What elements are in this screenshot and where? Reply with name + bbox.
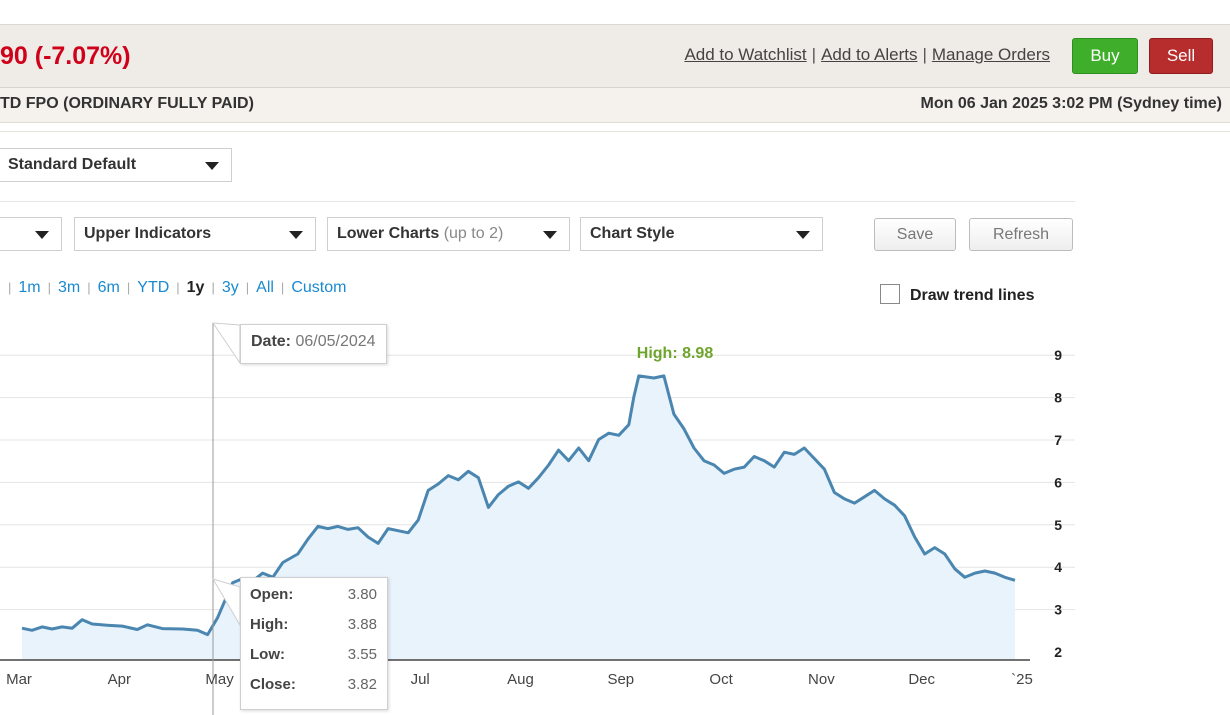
ohlc-label: High: xyxy=(250,616,289,633)
y-tick-label: 9 xyxy=(1054,347,1062,363)
buy-button[interactable]: Buy xyxy=(1072,38,1138,74)
x-tick-label: Jul xyxy=(411,671,430,688)
range-separator: | xyxy=(8,280,12,295)
range-1m[interactable]: 1m xyxy=(18,279,41,296)
range-custom[interactable]: Custom xyxy=(291,279,347,296)
link-separator: | xyxy=(811,45,817,64)
range-1y[interactable]: 1y xyxy=(186,279,205,296)
ohlc-row-high: High: 3.88 xyxy=(250,616,377,646)
date-value: 06/05/2024 xyxy=(295,333,376,350)
x-tick-label: Aug xyxy=(507,671,534,688)
y-tick-label: 3 xyxy=(1054,602,1062,618)
x-tick-label: Oct xyxy=(709,671,733,688)
ohlc-label: Low: xyxy=(250,646,285,663)
layout-select[interactable]: Standard Default xyxy=(0,148,232,182)
add-to-alerts-link[interactable]: Add to Alerts xyxy=(821,45,918,64)
range-separator: | xyxy=(245,280,250,295)
layout-select-value: Standard Default xyxy=(8,156,137,173)
lower-charts-hint: (up to 2) xyxy=(443,225,504,242)
x-tick-label: `25 xyxy=(1011,671,1033,688)
range-selector: | 1m | 3m | 6m | YTD | 1y | 3y | All | Custom xyxy=(8,279,346,297)
divider xyxy=(0,201,1075,202)
range-separator: | xyxy=(280,280,285,295)
y-tick-label: 4 xyxy=(1054,559,1062,575)
chevron-down-icon xyxy=(35,231,49,239)
range-3m[interactable]: 3m xyxy=(58,279,81,296)
quote-header: 90 (-7.07%) Add to Watchlist | Add to Aler… xyxy=(0,24,1230,87)
security-name: TD FPO (ORDINARY FULLY PAID) xyxy=(0,95,254,112)
lower-charts-label: Lower Charts xyxy=(337,225,440,242)
quote-timestamp: Mon 06 Jan 2025 3:02 PM (Sydney time) xyxy=(920,95,1222,112)
upper-indicators-select[interactable]: Upper Indicators xyxy=(74,217,316,251)
sell-button[interactable]: Sell xyxy=(1149,38,1213,74)
ohlc-tooltip: Open: 3.80 High: 3.88 Low: 3.55 Close: 3.82 xyxy=(240,577,388,710)
range-separator: | xyxy=(176,280,180,295)
upper-indicators-label: Upper Indicators xyxy=(84,225,212,242)
y-tick-label: 5 xyxy=(1054,517,1062,533)
date-label: Date: xyxy=(251,333,292,350)
chevron-down-icon xyxy=(543,231,557,239)
ohlc-row-close: Close: 3.82 xyxy=(250,676,377,706)
chart-style-label: Chart Style xyxy=(590,225,675,242)
x-tick-label: Dec xyxy=(908,671,935,688)
range-separator: | xyxy=(211,280,215,295)
date-tooltip: Date: 06/05/2024 xyxy=(240,324,387,364)
range-all[interactable]: All xyxy=(256,279,274,296)
range-separator: | xyxy=(126,280,131,295)
ohlc-value: 3.80 xyxy=(347,586,377,603)
ohlc-label: Open: xyxy=(250,586,294,603)
y-axis-labels: 2 3 4 5 6 7 8 9 xyxy=(1054,347,1062,660)
y-tick-label: 6 xyxy=(1054,474,1062,490)
header-links: Add to Watchlist | Add to Alerts | Manage Or… xyxy=(684,45,1050,65)
chevron-down-icon xyxy=(289,231,303,239)
y-tick-label: 8 xyxy=(1054,390,1062,406)
range-separator: | xyxy=(87,280,91,295)
ohlc-value: 3.88 xyxy=(347,616,377,633)
draw-trend-lines-toggle[interactable]: Draw trend lines xyxy=(880,284,1034,305)
refresh-button[interactable]: Refresh xyxy=(969,218,1073,251)
tooltip-pointer xyxy=(212,322,241,365)
price-series-line xyxy=(21,374,1016,637)
link-separator: | xyxy=(922,45,927,64)
ohlc-row-open: Open: 3.80 xyxy=(250,586,377,616)
range-3y[interactable]: 3y xyxy=(221,279,239,296)
manage-orders-link[interactable]: Manage Orders xyxy=(931,45,1050,64)
price-area-fill xyxy=(22,375,1015,660)
chart-style-select[interactable]: Chart Style xyxy=(580,217,823,251)
ohlc-value: 3.82 xyxy=(347,676,377,693)
trend-lines-label: Draw trend lines xyxy=(910,287,1035,304)
x-tick-label: Apr xyxy=(108,671,131,688)
save-button[interactable]: Save xyxy=(874,218,956,251)
ohlc-value: 3.55 xyxy=(347,646,377,663)
price-change: 90 (-7.07%) xyxy=(0,42,131,70)
x-tick-label: Nov xyxy=(808,671,835,688)
range-6m[interactable]: 6m xyxy=(97,279,120,296)
range-ytd[interactable]: YTD xyxy=(137,279,170,296)
period-select[interactable] xyxy=(0,217,62,251)
x-tick-label: Mar xyxy=(6,671,32,688)
y-tick-label: 7 xyxy=(1054,432,1062,448)
x-axis-labels: MarAprMayJunJulAugSepOctNovDec`25 xyxy=(6,671,1033,688)
lower-charts-select[interactable]: Lower Charts (up to 2) xyxy=(327,217,570,251)
trend-lines-checkbox[interactable] xyxy=(880,284,900,304)
add-to-watchlist-link[interactable]: Add to Watchlist xyxy=(684,45,807,64)
security-info-bar: TD FPO (ORDINARY FULLY PAID) Mon 06 Jan … xyxy=(0,87,1230,123)
y-tick-label: 2 xyxy=(1054,644,1062,660)
ohlc-label: Close: xyxy=(250,676,296,693)
chevron-down-icon xyxy=(796,231,810,239)
x-tick-label: May xyxy=(205,671,234,688)
chevron-down-icon xyxy=(205,162,219,170)
x-tick-label: Sep xyxy=(607,671,634,688)
high-annotation: High: 8.98 xyxy=(637,345,714,362)
ohlc-row-low: Low: 3.55 xyxy=(250,646,377,676)
divider xyxy=(0,131,1230,132)
range-separator: | xyxy=(47,280,52,295)
